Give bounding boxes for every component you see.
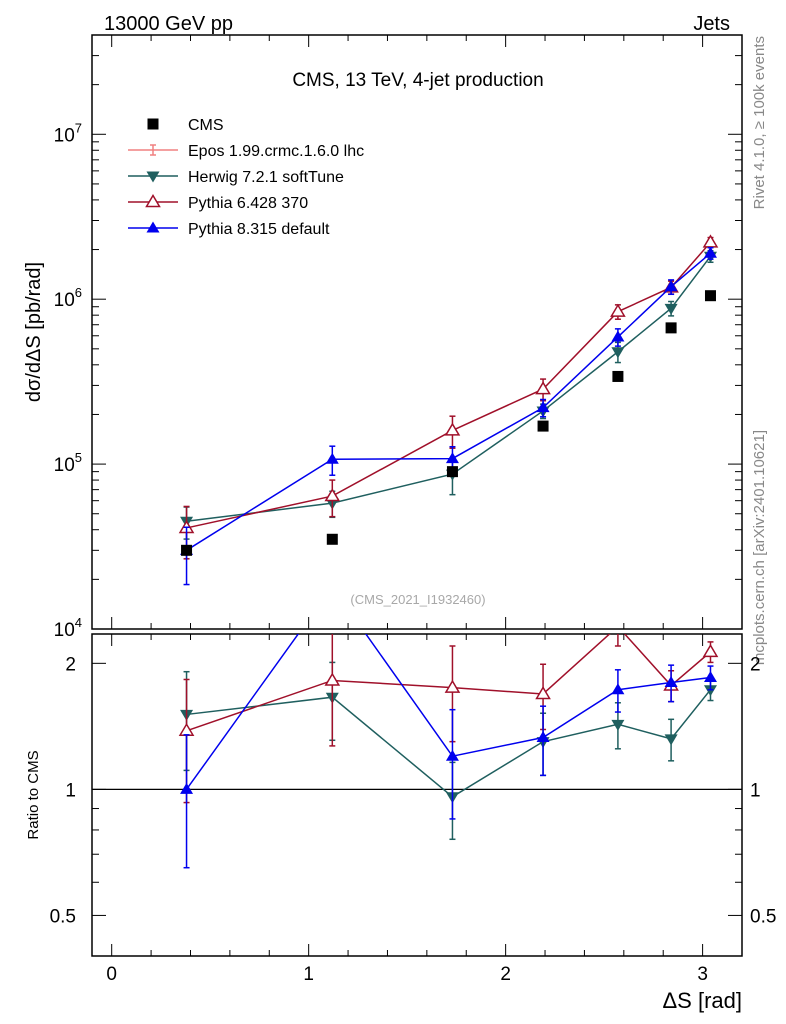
main-ticks: 104 105 106 107 <box>54 34 742 641</box>
legend-item-epos: Epos 1.99.crmc.1.6.0 lhc <box>128 143 364 160</box>
data-point-pythia6 <box>702 234 719 248</box>
watermark: (CMS_2021_I1932460) <box>350 592 485 607</box>
data-point-herwig <box>664 303 678 315</box>
ratio-tick-label-right: 2 <box>750 654 761 675</box>
x-tick-label: 1 <box>303 964 314 985</box>
legend-label-epos: Epos 1.99.crmc.1.6.0 lhc <box>188 143 364 160</box>
ratio-point-pythia6 <box>324 672 341 686</box>
data-point-pythia8 <box>703 246 717 258</box>
data-point-cms <box>612 370 624 382</box>
rivet-label: Rivet 4.1.0, ≥ 100k events <box>751 36 768 209</box>
data-point-pythia8 <box>536 401 550 413</box>
series-pythia6 <box>178 234 719 560</box>
legend-marker-pythia6 <box>145 194 161 208</box>
legend-label-pythia8: Pythia 8.315 default <box>188 221 330 238</box>
ratio-point-herwig <box>664 734 678 746</box>
ratio-point-pythia8 <box>703 671 717 683</box>
main-y-label: dσ/dΔS [pb/rad] <box>23 262 45 402</box>
ratio-point-pythia8 <box>536 731 550 743</box>
series-line-herwig <box>186 255 712 523</box>
data-point-pythia8 <box>611 330 625 342</box>
ratio-panel: Ratio to CMS 0.5 0.5 1 1 2 2 <box>25 580 776 957</box>
x-axis-label: ΔS [rad] <box>662 988 742 1013</box>
main-panel: CMS, 13 TeV, 4-jet production (CMS_2021_… <box>23 34 743 641</box>
x-tick-label: 3 <box>697 964 708 985</box>
data-point-pythia6 <box>324 488 341 502</box>
x-tick-label: 2 <box>500 964 511 985</box>
y-tick-label: 104 <box>54 615 82 641</box>
main-series <box>178 234 719 586</box>
data-point-cms <box>537 420 549 432</box>
ratio-point-pythia6 <box>702 643 719 658</box>
header-right: Jets <box>693 13 730 35</box>
ratio-point-pythia6 <box>444 679 461 693</box>
series-herwig <box>180 250 717 540</box>
legend-item-pythia8: Pythia 8.315 default <box>128 221 330 238</box>
data-point-pythia6 <box>444 422 461 436</box>
data-point-herwig <box>611 347 625 359</box>
ratio-y-label: Ratio to CMS <box>25 750 42 839</box>
ratio-tick-label-right: 1 <box>750 780 761 801</box>
legend-item-cms: CMS <box>147 117 224 134</box>
legend: CMS Epos 1.99.crmc.1.6.0 lhc Herwig 7.2.1 … <box>128 117 364 238</box>
series-line-pythia8 <box>186 252 711 551</box>
data-point-cms <box>326 533 338 545</box>
series-cms <box>181 290 716 556</box>
legend-marker-herwig <box>146 171 160 183</box>
ratio-point-herwig <box>703 685 717 697</box>
ratio-point-pythia8 <box>180 782 194 794</box>
ratio-tick-label-right: 0.5 <box>750 906 776 927</box>
mcplots-label: mcplots.cern.ch [arXiv:2401.10621] <box>751 430 768 665</box>
ratio-series-pythia6 <box>178 634 719 804</box>
ratio-frame <box>91 633 743 957</box>
ratio-tick-label: 1 <box>65 780 76 801</box>
ratio-point-pythia8 <box>326 580 339 591</box>
data-point-cms <box>181 544 193 556</box>
ratio-point-pythia6 <box>535 685 551 700</box>
data-point-cms <box>665 322 677 334</box>
data-point-pythia6 <box>610 303 626 317</box>
ratio-ticks: 0.5 0.5 1 1 2 2 <box>50 654 776 957</box>
ratio-point-pythia8 <box>664 675 678 687</box>
legend-label-cms: CMS <box>188 117 224 134</box>
data-point-cms <box>704 290 716 302</box>
series-pythia8 <box>180 246 717 586</box>
y-tick-label: 105 <box>54 450 82 476</box>
legend-item-pythia6: Pythia 6.428 370 <box>128 194 308 212</box>
data-point-pythia6 <box>535 381 551 395</box>
ratio-series <box>178 580 719 869</box>
data-point-pythia8 <box>445 452 459 464</box>
ratio-point-pythia8 <box>445 749 459 761</box>
ratio-tick-label: 2 <box>65 654 76 675</box>
series-line-pythia6 <box>186 241 712 529</box>
ratio-series-pythia8 <box>180 580 717 869</box>
y-tick-label: 106 <box>54 285 82 311</box>
x-tick-label: 0 <box>106 964 117 985</box>
legend-label-herwig: Herwig 7.2.1 softTune <box>188 169 344 186</box>
data-point-cms <box>446 466 458 478</box>
y-tick-label: 107 <box>54 120 82 146</box>
x-axis: 0 1 2 3 <box>106 35 743 985</box>
data-point-pythia8 <box>325 452 339 464</box>
data-point-pythia8 <box>664 280 678 292</box>
ratio-point-herwig <box>611 719 625 731</box>
header-left: 13000 GeV pp <box>104 13 233 35</box>
legend-marker-pythia8 <box>146 221 160 233</box>
main-title: CMS, 13 TeV, 4-jet production <box>292 70 543 91</box>
ratio-line-pythia6 <box>186 634 711 732</box>
legend-marker-cms <box>147 118 159 130</box>
ratio-point-pythia8 <box>611 683 625 695</box>
legend-label-pythia6: Pythia 6.428 370 <box>188 195 308 212</box>
ratio-tick-label: 0.5 <box>50 906 76 927</box>
ratio-line-herwig <box>186 689 712 798</box>
legend-item-herwig: Herwig 7.2.1 softTune <box>128 169 344 186</box>
main-frame <box>91 34 743 630</box>
